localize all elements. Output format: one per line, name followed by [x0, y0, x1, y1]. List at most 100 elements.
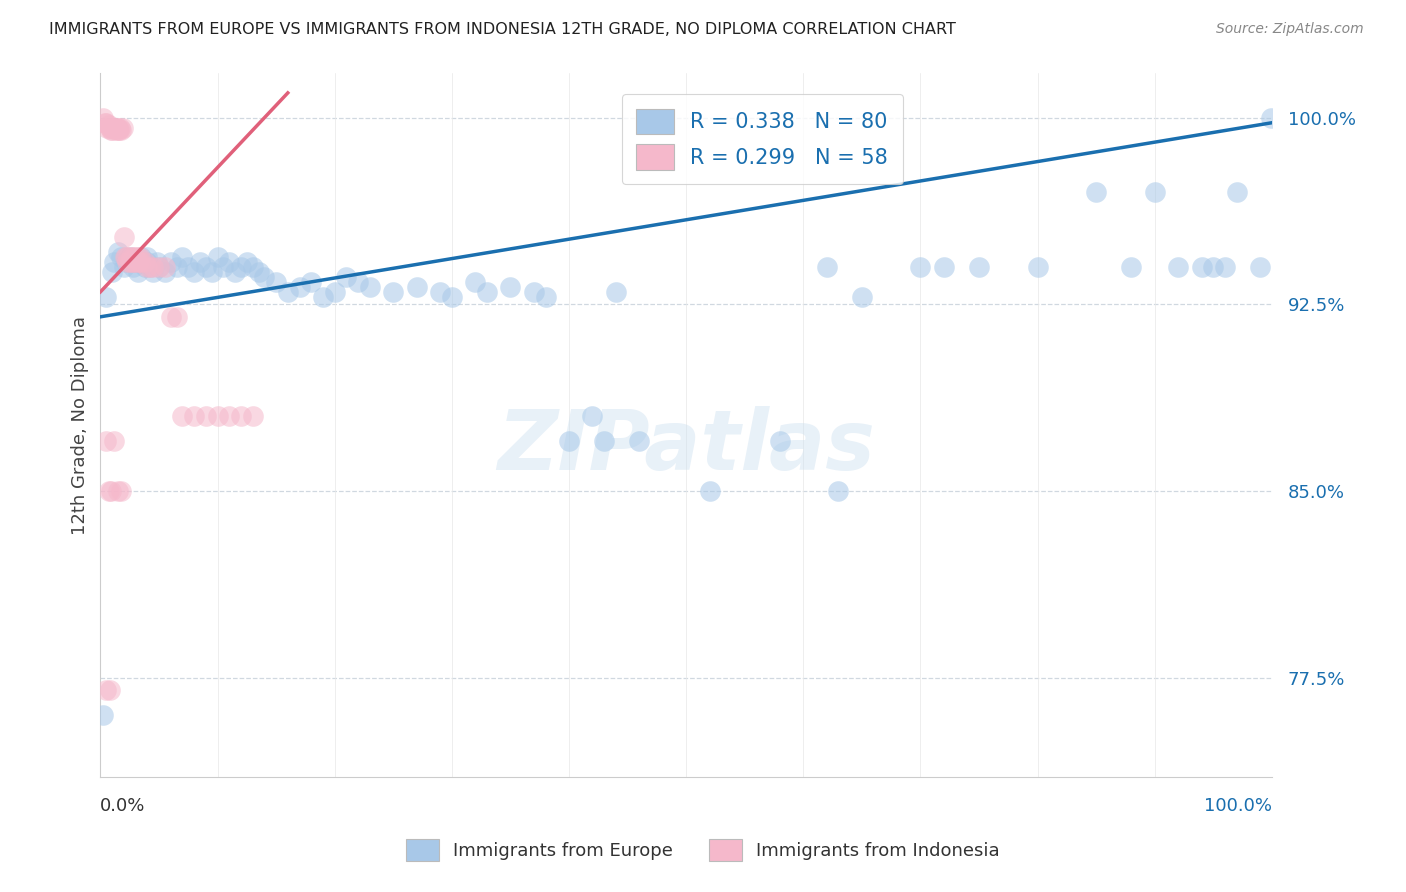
Point — [124, 255, 146, 269]
Point — [201, 265, 224, 279]
Point — [1213, 260, 1236, 274]
Point — [101, 120, 124, 135]
Point — [122, 250, 145, 264]
Point — [124, 250, 146, 264]
Point — [107, 245, 129, 260]
Point — [593, 434, 616, 449]
Point — [108, 123, 131, 137]
Point — [159, 255, 181, 269]
Point — [177, 260, 200, 274]
Point — [118, 250, 141, 264]
Point — [429, 285, 451, 299]
Point — [323, 285, 346, 299]
Point — [229, 260, 252, 274]
Point — [499, 280, 522, 294]
Point — [142, 265, 165, 279]
Point — [110, 123, 132, 137]
Point — [815, 260, 838, 274]
Point — [103, 434, 125, 449]
Point — [101, 123, 124, 137]
Point — [94, 116, 117, 130]
Point — [104, 123, 127, 137]
Point — [107, 483, 129, 498]
Point — [112, 260, 135, 274]
Point — [110, 250, 132, 264]
Point — [440, 290, 463, 304]
Point — [218, 255, 240, 269]
Point — [103, 255, 125, 269]
Point — [153, 260, 176, 274]
Point — [129, 250, 152, 264]
Point — [1085, 186, 1108, 200]
Point — [96, 683, 118, 698]
Point — [699, 483, 721, 498]
Point — [312, 290, 335, 304]
Point — [967, 260, 990, 274]
Point — [131, 255, 153, 269]
Point — [124, 255, 146, 269]
Point — [120, 250, 142, 264]
Point — [91, 708, 114, 723]
Legend: Immigrants from Europe, Immigrants from Indonesia: Immigrants from Europe, Immigrants from … — [398, 830, 1008, 870]
Point — [475, 285, 498, 299]
Point — [605, 285, 627, 299]
Point — [183, 409, 205, 424]
Point — [405, 280, 427, 294]
Point — [100, 483, 122, 498]
Point — [127, 265, 149, 279]
Point — [224, 265, 246, 279]
Point — [172, 409, 194, 424]
Point — [534, 290, 557, 304]
Point — [97, 483, 120, 498]
Point — [96, 120, 118, 135]
Point — [1226, 186, 1249, 200]
Point — [136, 250, 159, 264]
Point — [97, 118, 120, 132]
Point — [1121, 260, 1143, 274]
Point — [264, 275, 287, 289]
Point — [107, 120, 129, 135]
Point — [136, 260, 159, 274]
Point — [183, 265, 205, 279]
Point — [207, 409, 229, 424]
Point — [1202, 260, 1225, 274]
Point — [288, 280, 311, 294]
Y-axis label: 12th Grade, No Diploma: 12th Grade, No Diploma — [72, 316, 89, 534]
Point — [1191, 260, 1213, 274]
Point — [827, 483, 849, 498]
Point — [148, 260, 170, 274]
Text: 100.0%: 100.0% — [1204, 797, 1272, 815]
Point — [359, 280, 381, 294]
Point — [91, 111, 114, 125]
Point — [166, 260, 188, 274]
Point — [1260, 111, 1282, 125]
Point — [347, 275, 370, 289]
Point — [166, 310, 188, 324]
Point — [382, 285, 405, 299]
Point — [194, 260, 217, 274]
Point — [277, 285, 299, 299]
Point — [464, 275, 486, 289]
Point — [229, 409, 252, 424]
Point — [145, 255, 167, 269]
Point — [128, 255, 150, 269]
Point — [247, 265, 270, 279]
Point — [114, 250, 136, 264]
Point — [125, 255, 148, 269]
Point — [112, 230, 135, 244]
Point — [769, 434, 792, 449]
Point — [1167, 260, 1189, 274]
Point — [111, 120, 134, 135]
Point — [581, 409, 603, 424]
Point — [136, 255, 159, 269]
Point — [118, 255, 141, 269]
Point — [628, 434, 651, 449]
Point — [188, 255, 211, 269]
Point — [1143, 186, 1166, 200]
Point — [172, 250, 194, 264]
Point — [138, 260, 160, 274]
Point — [1026, 260, 1049, 274]
Point — [299, 275, 322, 289]
Legend: R = 0.338   N = 80, R = 0.299   N = 58: R = 0.338 N = 80, R = 0.299 N = 58 — [621, 94, 903, 185]
Point — [117, 250, 139, 264]
